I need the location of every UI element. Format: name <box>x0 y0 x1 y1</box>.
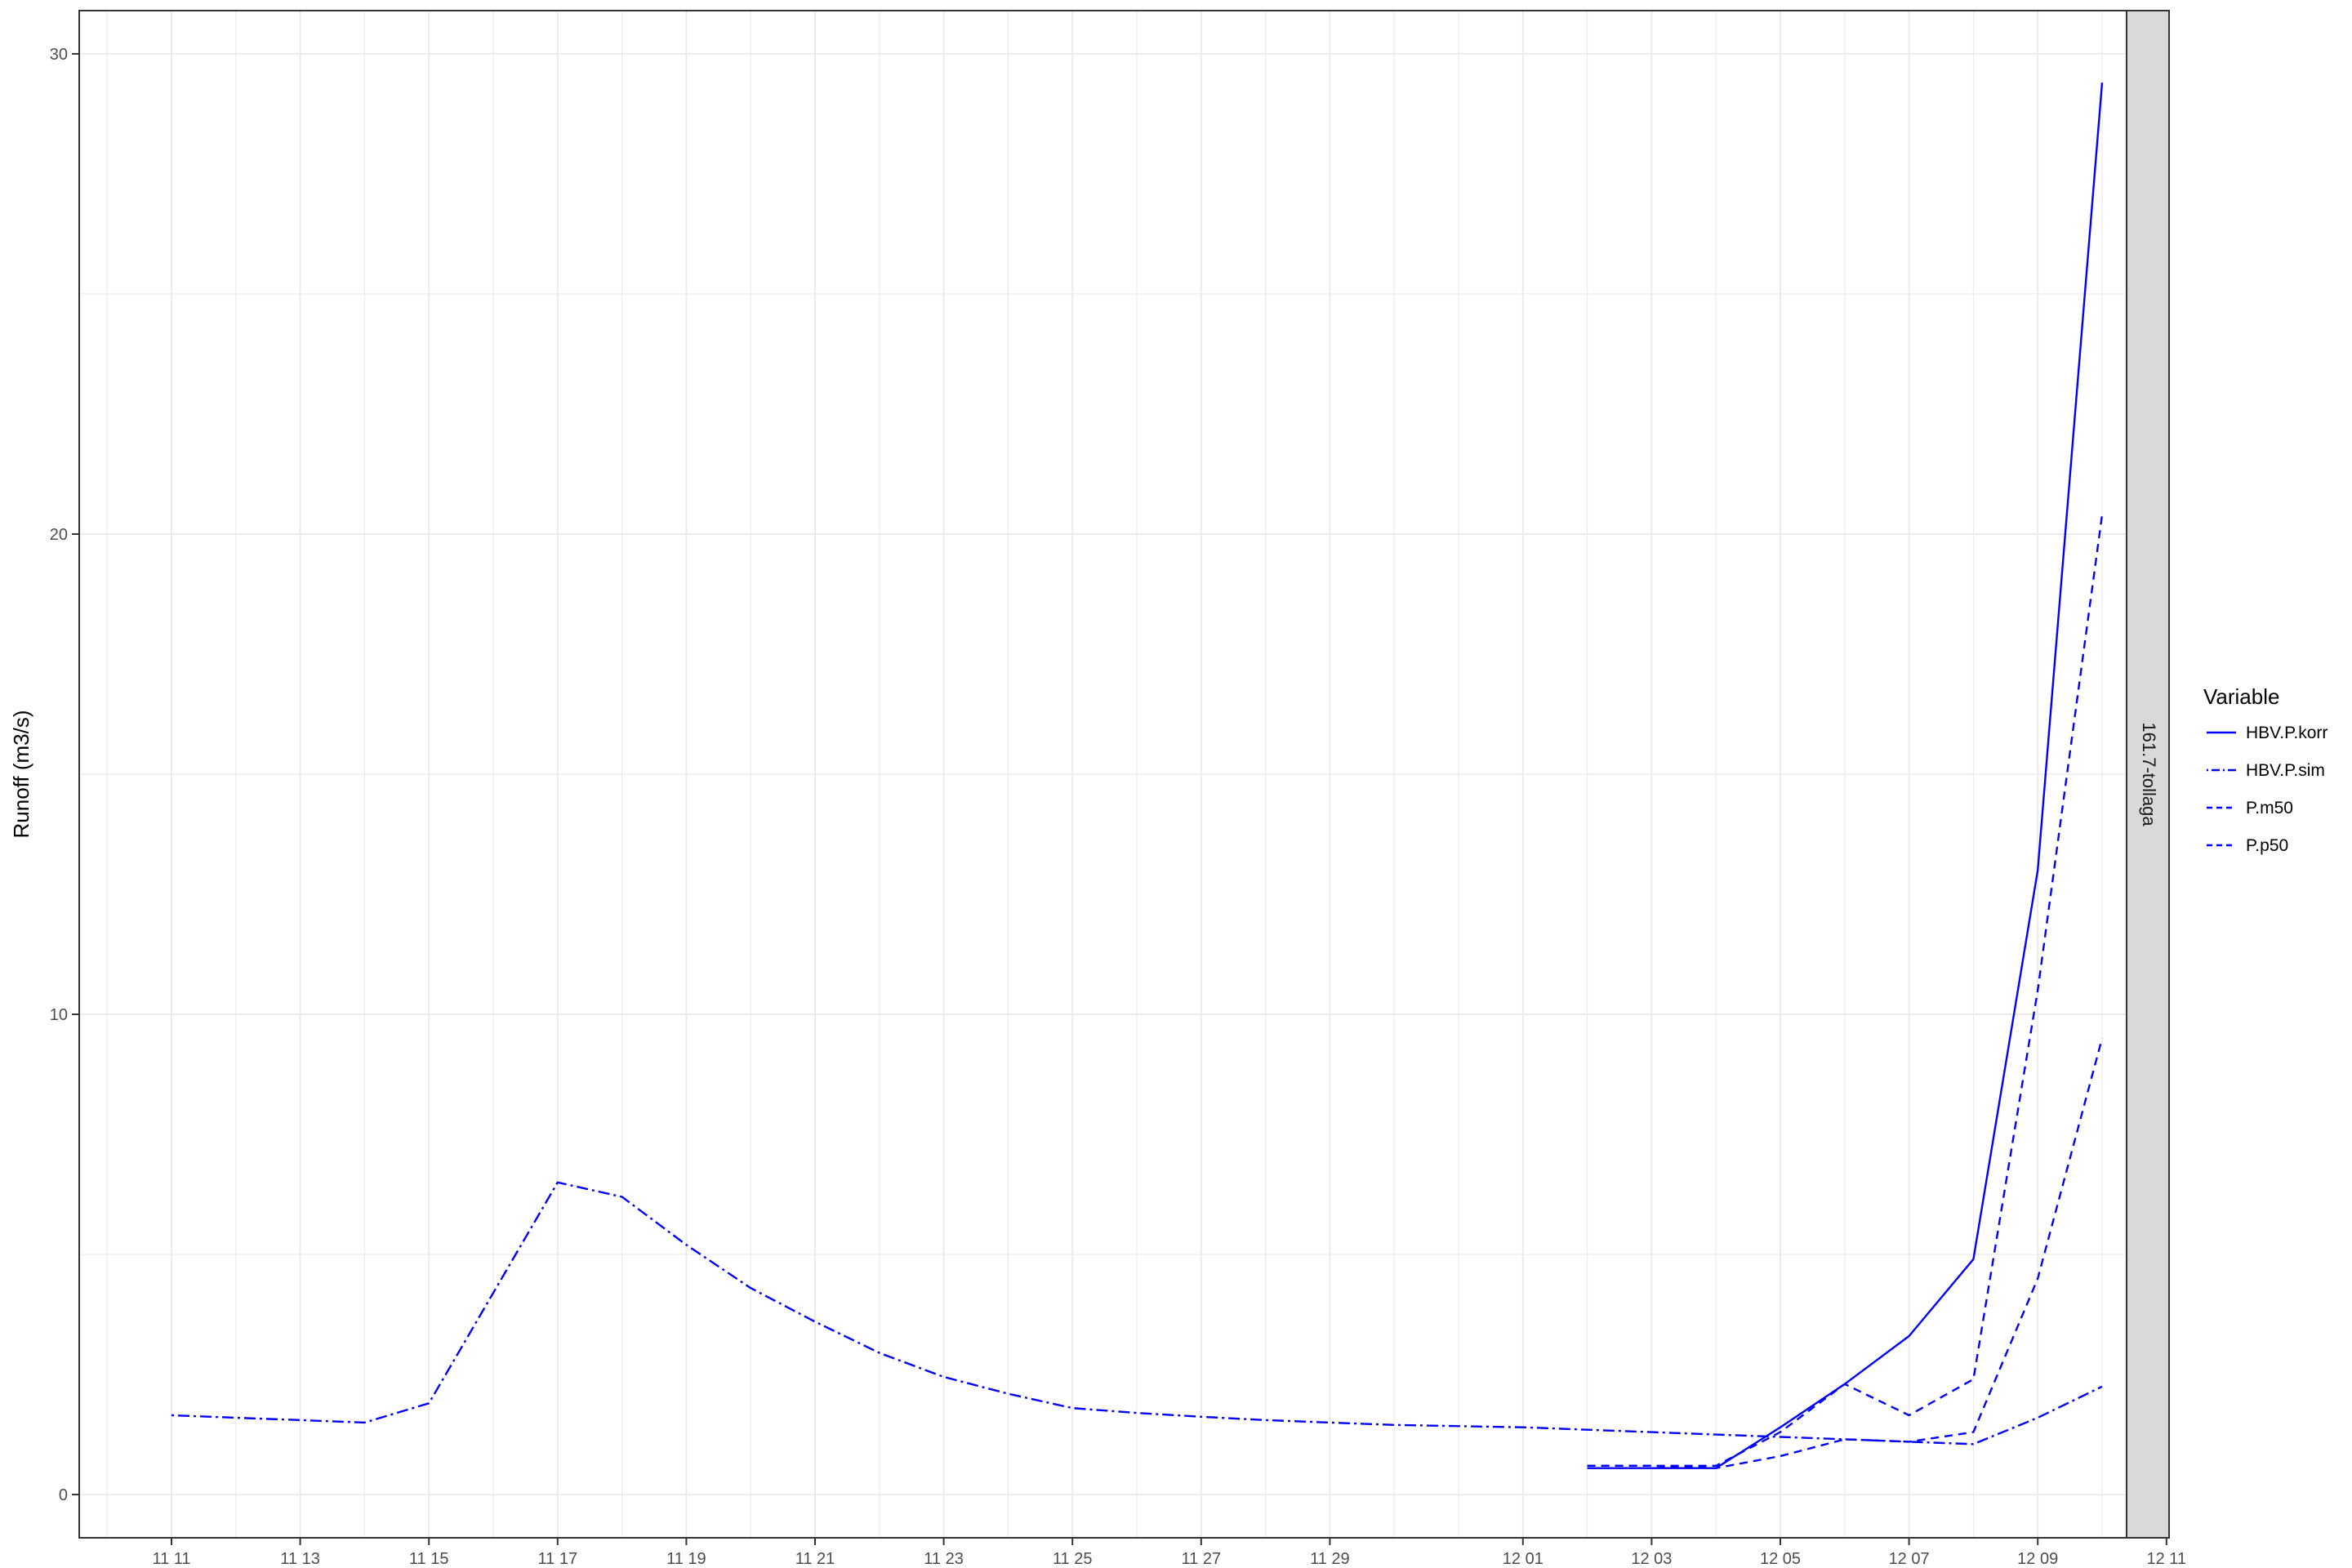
x-tick-label: 11 25 <box>1053 1550 1093 1568</box>
x-tick-label: 11 29 <box>1310 1550 1350 1568</box>
legend-label: P.m50 <box>2246 799 2293 817</box>
x-tick-label: 11 21 <box>795 1550 835 1568</box>
legend-item-hbv-p-korr: HBV.P.korr <box>2207 724 2328 742</box>
legend-items: HBV.P.korr HBV.P.sim P.m50 P.p50 <box>2207 724 2328 855</box>
series-line-hbv-p-sim <box>171 1181 2103 1446</box>
legend-item-hbv-p-sim: HBV.P.sim <box>2207 761 2325 780</box>
x-tick-label: 11 17 <box>538 1550 578 1568</box>
x-tick-label: 11 19 <box>666 1550 706 1568</box>
series-lines <box>171 82 2104 1469</box>
x-tick-label: 12 09 <box>2017 1550 2058 1568</box>
legend: Variable HBV.P.korr HBV.P.sim P.m50 P.p50 <box>2203 684 2328 855</box>
y-tick-label: 30 <box>50 46 68 64</box>
series-line-p-p50 <box>1587 1038 2104 1469</box>
legend-item-p-p50: P.p50 <box>2207 836 2288 855</box>
legend-label: HBV.P.sim <box>2246 761 2325 780</box>
y-tick-label: 10 <box>50 1006 68 1024</box>
x-tick-label: 11 13 <box>280 1550 320 1568</box>
legend-label: P.p50 <box>2246 836 2288 855</box>
x-tick-label: 12 03 <box>1631 1550 1672 1568</box>
legend-title: Variable <box>2203 684 2279 709</box>
x-tick-label: 11 15 <box>409 1550 449 1568</box>
x-tick-label: 11 27 <box>1182 1550 1222 1568</box>
y-axis-title: Runoff (m3/s) <box>9 710 33 838</box>
grid-lines <box>79 11 2167 1538</box>
x-tick-label: 12 07 <box>1889 1550 1930 1568</box>
legend-label: HBV.P.korr <box>2246 724 2328 742</box>
facet-strip: 161.7-tollaga <box>2126 10 2170 1539</box>
y-tick-label: 20 <box>50 526 68 544</box>
x-tick-label: 11 23 <box>924 1550 964 1568</box>
x-tick-label: 12 05 <box>1760 1550 1801 1568</box>
axes: 11 11 11 13 11 15 11 17 11 19 11 21 11 23 11 25… <box>50 46 2186 1568</box>
y-tick-label: 0 <box>59 1486 68 1504</box>
x-tick-label: 12 11 <box>2147 1550 2187 1568</box>
x-tick-label: 12 01 <box>1503 1550 1544 1568</box>
x-tick-label: 11 11 <box>152 1550 190 1568</box>
facet-strip-background <box>2126 10 2170 1539</box>
facet-strip-label: 161.7-tollaga <box>2139 722 2159 826</box>
legend-item-p-m50: P.m50 <box>2207 799 2293 817</box>
